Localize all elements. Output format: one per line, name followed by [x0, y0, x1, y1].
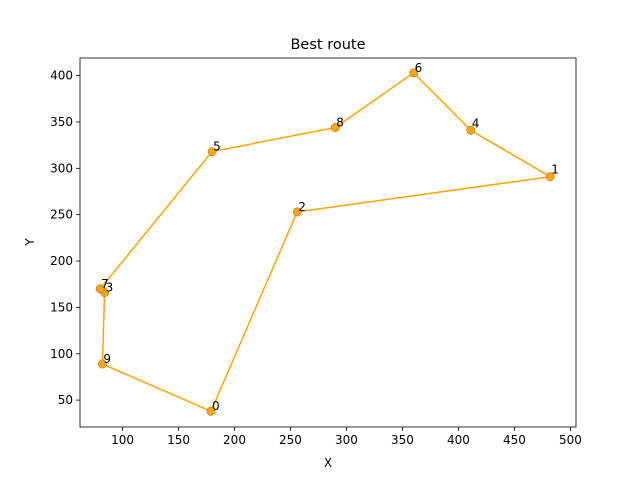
- x-tick-label: 400: [447, 433, 470, 447]
- point-label-3: 3: [106, 281, 114, 295]
- x-tick-label: 150: [167, 433, 190, 447]
- x-axis-label: X: [324, 456, 332, 470]
- point-label-9: 9: [103, 352, 111, 366]
- route-point-9: [97, 359, 107, 369]
- x-tick-label: 200: [223, 433, 246, 447]
- x-tick-label: 100: [111, 433, 134, 447]
- point-label-5: 5: [213, 140, 221, 154]
- y-tick-label: 150: [50, 300, 73, 314]
- route-point-8: [330, 123, 340, 132]
- route-point-2: [292, 207, 302, 217]
- chart-title: Best route: [290, 37, 365, 53]
- route-point-4: [466, 125, 476, 135]
- route-point-7: [95, 284, 105, 294]
- route-point-0: [206, 406, 216, 416]
- x-tick-label: 300: [335, 433, 358, 447]
- y-tick-label: 100: [50, 347, 73, 361]
- point-label-6: 6: [415, 61, 423, 75]
- point-label-0: 0: [212, 399, 220, 413]
- plot-frame: [79, 57, 577, 428]
- plot-area: 100 150 200 250 300 350 400 450 5005010015020025…: [50, 57, 582, 447]
- point-label-8: 8: [336, 116, 344, 130]
- y-tick-label: 350: [50, 115, 73, 129]
- x-tick-label: 350: [391, 433, 414, 447]
- y-tick-label: 300: [50, 161, 73, 175]
- route-point-5: [207, 147, 217, 157]
- x-tick-label: 250: [279, 433, 302, 447]
- y-tick-label: 50: [58, 393, 73, 407]
- route-point-6: [409, 68, 419, 78]
- y-tick-label: 250: [50, 208, 73, 222]
- point-label-4: 4: [472, 116, 480, 130]
- point-label-7: 7: [101, 277, 109, 291]
- y-tick-label: 400: [50, 69, 73, 83]
- y-axis-label: Y: [23, 238, 37, 247]
- x-tick-label: 450: [503, 433, 526, 447]
- y-tick-label: 200: [50, 254, 73, 268]
- x-tick-label: 500: [559, 433, 582, 447]
- point-label-1: 1: [551, 163, 559, 177]
- route-point-1: [545, 172, 555, 182]
- point-label-2: 2: [298, 200, 306, 214]
